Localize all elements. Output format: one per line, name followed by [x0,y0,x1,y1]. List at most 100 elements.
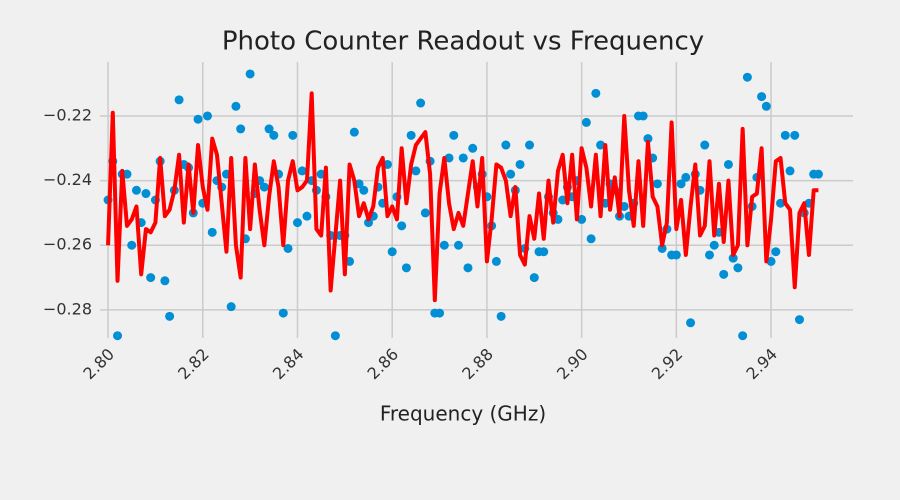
scatter-point [463,263,473,273]
scatter-point [676,179,686,189]
scatter-point [269,130,279,140]
scatter-point [638,111,648,121]
scatter-point [757,92,767,102]
scatter-point [302,211,312,221]
scatter-point [449,130,459,140]
y-tick-label: −0.22 [43,105,92,124]
scatter-point [700,140,710,150]
scatter-point [193,114,203,124]
scatter-point [131,185,141,195]
scatter-point [146,273,156,283]
scatter-point [122,169,132,179]
scatter-point [330,331,340,341]
scatter-point [794,315,804,325]
x-tick-label: 2.86 [364,345,403,384]
scatter-point [283,243,293,253]
scatter-point [141,189,151,199]
scatter-point [776,198,786,208]
scatter-point [165,311,175,321]
scatter-point [761,101,771,111]
scatter-point [790,130,800,140]
scatter-point [529,273,539,283]
scatter-point [742,72,752,82]
scatter-point [643,134,653,144]
scatter-point [387,247,397,257]
x-tick-label: 2.84 [269,345,308,384]
scatter-point [364,218,374,228]
data-line [106,91,819,303]
scatter-point [259,182,269,192]
x-tick-label: 2.94 [742,345,781,384]
scatter-point [292,218,302,228]
scatter-point [458,153,468,163]
scatter-point [515,159,525,169]
scatter-point [813,169,823,179]
y-tick-label: −0.24 [43,170,92,189]
scatter-point [174,95,184,105]
scatter-point [591,88,601,98]
scatter-point [444,153,454,163]
scatter-point [586,234,596,244]
scatter-point [705,250,715,260]
y-tick-label: −0.26 [43,235,92,254]
scatter-point [525,140,535,150]
scatter-point [113,331,123,341]
scatter-point [435,308,445,318]
x-axis-label: Frequency (GHz) [380,402,546,426]
scatter-point [411,166,421,176]
scatter-point [236,124,246,134]
scatter-point [728,253,738,263]
scatter-point [264,124,274,134]
scatter-point [709,240,719,250]
x-tick-label: 2.90 [553,345,592,384]
scatter-point [226,302,236,312]
scatter-point [420,208,430,218]
scatter-point [539,247,549,257]
x-tick-label: 2.88 [458,345,497,384]
scatter-point [416,98,426,108]
scatter-point [278,308,288,318]
scatter-point [231,101,241,111]
scatter-point [288,130,298,140]
scatter-point [733,263,743,273]
scatter-point [771,247,781,257]
scatter-point [401,263,411,273]
scatter-point [577,214,587,224]
x-tick-label: 2.80 [79,345,118,384]
scatter-point [671,250,681,260]
scatter-point [160,276,170,286]
scatter-point [719,269,729,279]
scatter-point [723,159,733,169]
scatter-point [406,130,416,140]
scatter-point [652,179,662,189]
scatter-point [349,127,359,137]
scatter-point [686,318,696,328]
scatter-point [454,240,464,250]
scatter-point [359,185,369,195]
scatter-point [506,169,516,179]
scatter-point [681,172,691,182]
scatter-point [785,166,795,176]
scatter-point [203,111,213,121]
scatter-point [245,69,255,79]
chart-title: Photo Counter Readout vs Frequency [222,27,704,57]
scatter-point [491,256,501,266]
scatter-point [496,311,506,321]
scatter-point [766,256,776,266]
y-tick-label: −0.28 [43,299,92,318]
scatter-point [127,240,137,250]
scatter-point [297,166,307,176]
x-tick-label: 2.82 [174,345,213,384]
scatter-point [581,117,591,127]
scatter-point [780,130,790,140]
scatter-point [468,143,478,153]
scatter-point [738,331,748,341]
scatter-point [439,240,449,250]
scatter-point [657,243,667,253]
scatter-point [596,140,606,150]
x-tick-label: 2.92 [648,345,687,384]
scatter-point [501,140,511,150]
scatter-point [397,221,407,231]
scatter-point [207,227,217,237]
